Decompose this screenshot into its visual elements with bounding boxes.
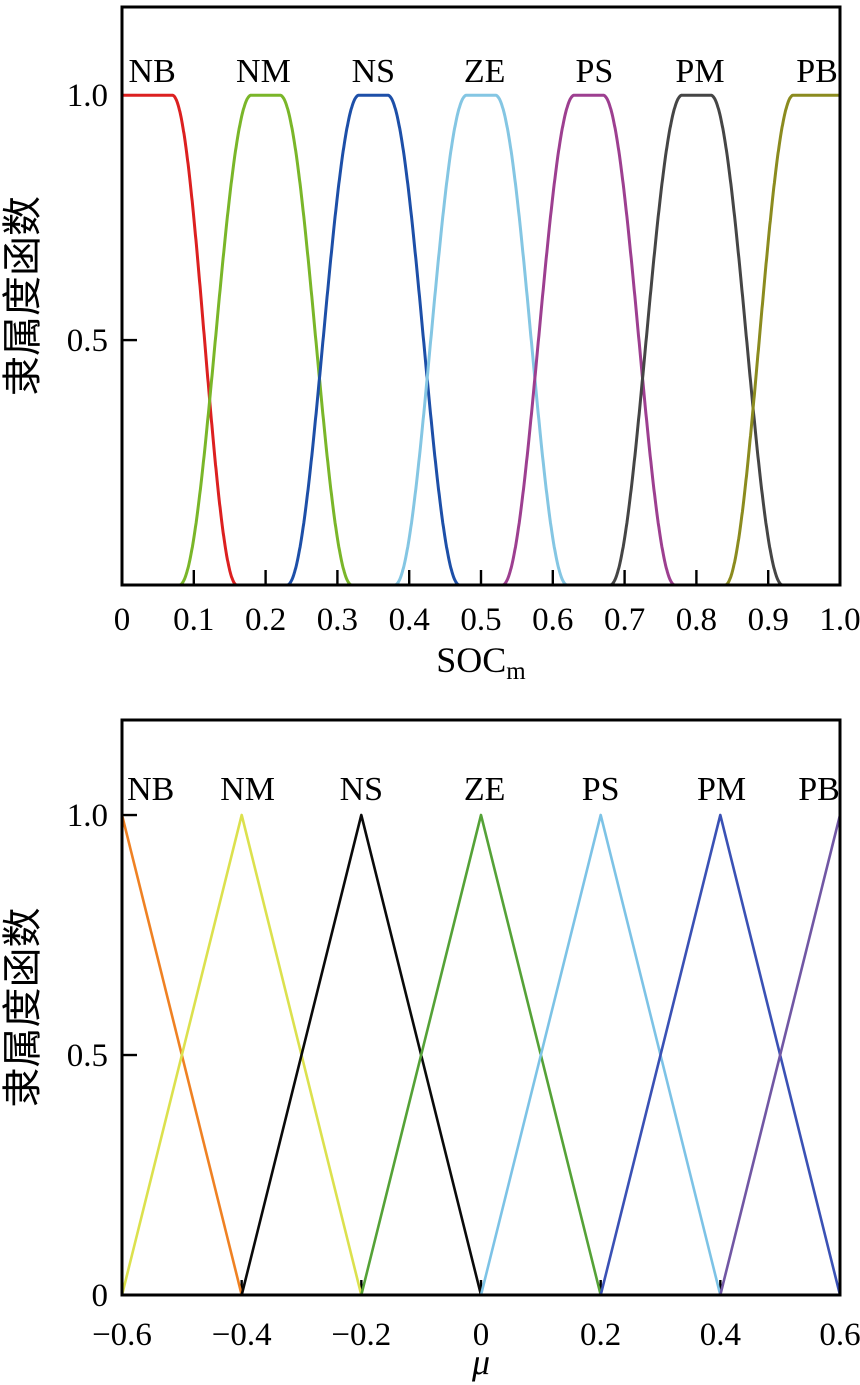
x-tick-label: 0.5 [460, 602, 501, 638]
x-tick-label: 1.0 [819, 602, 860, 638]
series-label-NM: NM [236, 53, 291, 90]
x-tick-label: −0.6 [92, 1317, 152, 1353]
x-tick-label: 0.4 [700, 1317, 741, 1353]
x-tick-label: 0 [473, 1317, 490, 1353]
curve-ZE [394, 93, 568, 587]
x-tick-label: 0.8 [676, 602, 717, 638]
soc-membership-chart: NB NM NS ZE PS PM PB 0 0.1 0.2 0.3 0.4 0.5 0.6 0.7 0.8 0… [0, 5, 860, 685]
curve-NM [178, 93, 353, 587]
y-tick-label: 0.5 [67, 1038, 108, 1074]
x-tick-label: −0.4 [212, 1317, 272, 1353]
x-tick-label: 0.2 [580, 1317, 621, 1353]
curve-PS [501, 93, 676, 587]
curve-PS [479, 813, 722, 1296]
series-label-NB: NB [127, 771, 174, 808]
curve-PB [724, 93, 842, 587]
curve-ZE [360, 813, 602, 1296]
curve-PB [719, 814, 842, 1296]
series-label-NM: NM [220, 771, 275, 808]
curve-NB [120, 93, 238, 587]
curve-NM [120, 813, 363, 1296]
x-tick-label: −0.2 [331, 1317, 391, 1353]
series-label-NS: NS [352, 53, 395, 90]
curve-PM [609, 93, 784, 587]
series-label-PB: PB [798, 771, 840, 808]
x-tick-label: 0.9 [748, 602, 789, 638]
plot-border [120, 718, 842, 1297]
x-tick-label: 0 [114, 602, 131, 638]
y-axis-title: 隶属度函数 [0, 908, 45, 1108]
series-label-PM: PM [675, 53, 724, 90]
series-label-NB: NB [129, 53, 176, 90]
x-tick-label: 0.1 [173, 602, 214, 638]
y-tick-label: 1.0 [67, 798, 108, 834]
series-label-PB: PB [796, 53, 838, 90]
x-tick-label: 0.3 [317, 602, 358, 638]
mu-membership-chart: NB NM NS ZE PS PM PB −0.6 −0.4 −0.2 0 0.2 0.4 0.6 1.0 0… [0, 718, 860, 1382]
series-label-PS: PS [576, 53, 614, 90]
curve-NS [286, 93, 461, 587]
y-tick-label: 0 [92, 1278, 109, 1314]
series-label-NS: NS [340, 771, 383, 808]
curve-PM [599, 813, 842, 1296]
x-tick-label: 0.7 [604, 602, 645, 638]
x-axis-title: SOCm [436, 640, 526, 685]
series-label-ZE: ZE [464, 53, 506, 90]
curve-NS [240, 813, 483, 1296]
y-axis-title: 隶属度函数 [0, 196, 45, 396]
series-label-PM: PM [697, 771, 746, 808]
x-tick-label: 0.6 [819, 1317, 860, 1353]
series-label-ZE: ZE [464, 771, 506, 808]
plot-border [120, 5, 842, 587]
x-tick-label: 0.4 [389, 602, 430, 638]
y-tick-label: 1.0 [67, 78, 108, 114]
x-tick-label: 0.6 [532, 602, 573, 638]
x-tick-label: 0.2 [245, 602, 286, 638]
series-label-PS: PS [582, 771, 620, 808]
x-axis-title: μ [471, 1342, 490, 1382]
y-tick-label: 0.5 [67, 323, 108, 359]
